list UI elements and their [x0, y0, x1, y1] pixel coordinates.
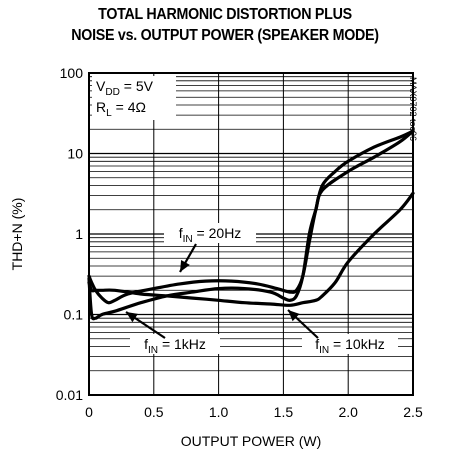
plot-frame: [88, 72, 414, 396]
series-arrowhead-0: [180, 260, 190, 272]
condition-label: VDD = 5V: [96, 78, 154, 98]
series-label-bg: [164, 223, 256, 243]
x-axis-label: OUTPUT POWER (W): [181, 433, 322, 449]
series-label-0: fIN = 20Hz: [179, 225, 242, 245]
x-tick-label: 2.5: [403, 404, 423, 420]
series-line-0: [87, 129, 415, 305]
watermark-text: MAX9702 toc06: [408, 77, 418, 141]
y-tick-label: 0.01: [56, 387, 83, 403]
series-group: [87, 129, 415, 321]
chart-title-line2: NOISE vs. OUTPUT POWER (SPEAKER MODE): [71, 27, 379, 44]
x-tick-label: 0: [85, 404, 93, 420]
series-label-bg: [130, 334, 220, 354]
series-line-1: [87, 129, 415, 321]
y-tick-label: 100: [60, 65, 84, 81]
y-tick-label: 0.1: [64, 307, 84, 323]
series-line-2: [87, 191, 415, 307]
series-label-bg: [302, 334, 398, 354]
ticks: 0.01 0.1 1 10 100 0 0.5 1.0 1.5 2.0 2.5: [56, 65, 423, 420]
series-arrowhead-2: [288, 310, 300, 322]
chart-title-line1: TOTAL HARMONIC DISTORTION PLUS: [98, 6, 352, 23]
x-tick-label: 1.0: [209, 404, 229, 420]
series-arrowhead-1: [126, 312, 138, 323]
y-tick-label: 10: [67, 146, 83, 162]
condition-label: RL = 4Ω: [96, 99, 146, 119]
x-tick-label: 1.5: [274, 404, 294, 420]
y-tick-label: 1: [75, 226, 83, 242]
conditions-box: [92, 76, 176, 120]
y-axis-label: THD+N (%): [9, 198, 25, 271]
series-label-1: fIN = 1kHz: [144, 336, 206, 356]
x-tick-label: 2.0: [338, 404, 358, 420]
x-tick-label: 0.5: [144, 404, 164, 420]
series-label-2: fIN = 10kHz: [315, 336, 385, 356]
